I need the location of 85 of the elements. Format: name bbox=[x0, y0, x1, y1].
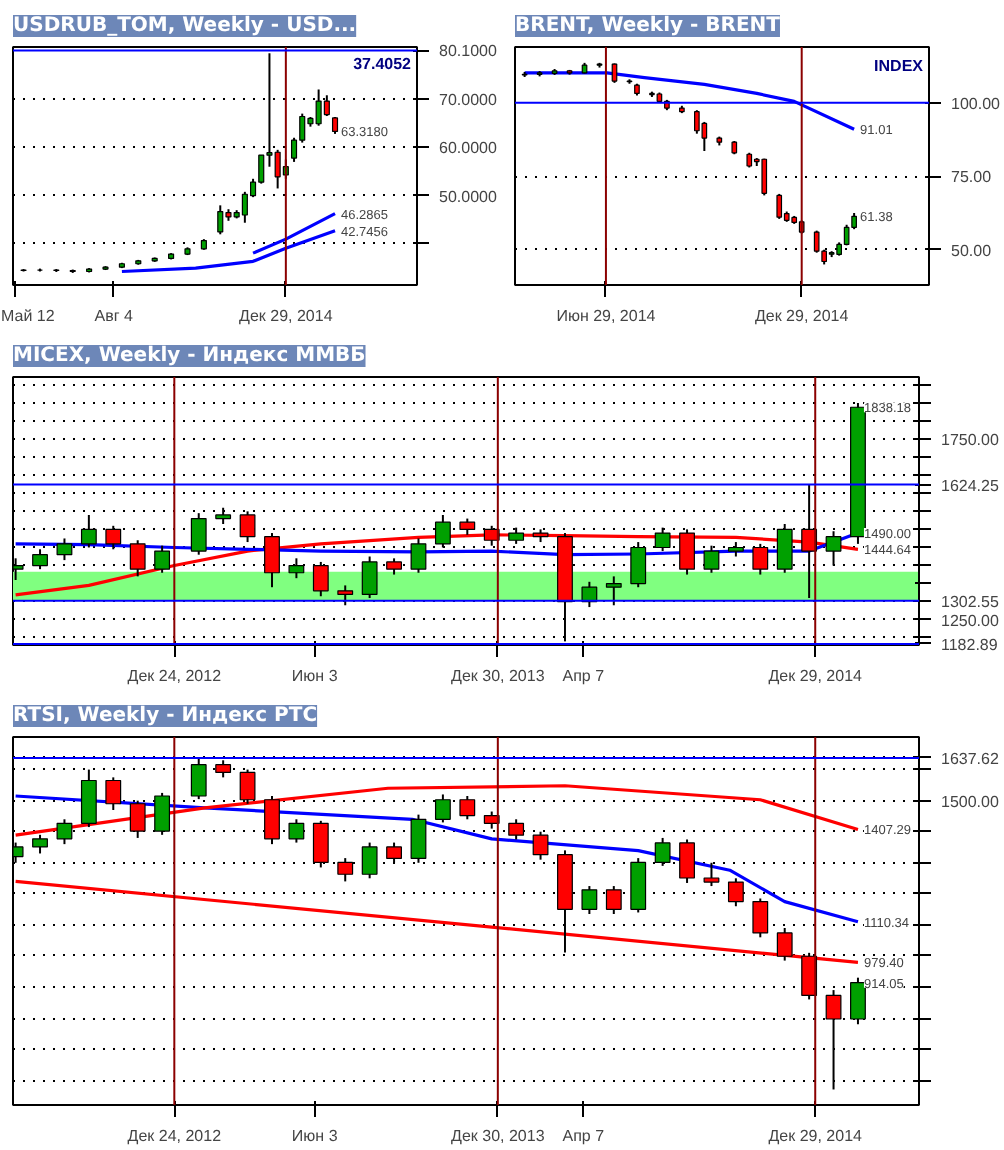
candlestick bbox=[361, 555, 378, 600]
line-series bbox=[120, 229, 337, 274]
candlestick bbox=[752, 897, 769, 939]
candlestick bbox=[679, 838, 695, 884]
y-tick-label: 60.0000 bbox=[439, 139, 498, 158]
candlestick bbox=[32, 833, 48, 855]
candlestick bbox=[776, 192, 783, 220]
candlestick bbox=[410, 537, 427, 574]
y-tick-label: 50.00 bbox=[951, 241, 993, 260]
candlestick bbox=[605, 885, 622, 916]
y-tick-label: 1250.00 bbox=[941, 611, 1000, 630]
candlestick bbox=[239, 510, 256, 544]
y-tick-label: 75.00 bbox=[951, 168, 993, 187]
candlestick bbox=[630, 857, 647, 914]
candlestick bbox=[105, 776, 122, 811]
candlestick bbox=[727, 877, 744, 908]
chart-title: MICEX, Weekly - Индекс ММВБ bbox=[13, 345, 366, 367]
annotation: INDEX bbox=[874, 57, 925, 75]
candlestick bbox=[56, 537, 73, 562]
candlestick bbox=[288, 557, 305, 580]
y-tick-label: 1637.62 bbox=[941, 749, 1000, 768]
candlestick bbox=[105, 524, 122, 551]
ref-line-label: 1624.25 bbox=[941, 476, 1000, 495]
candlestick bbox=[605, 575, 622, 607]
candlestick bbox=[703, 544, 720, 574]
x-tick-label: Дек 29, 2014 bbox=[239, 307, 334, 325]
x-tick-label: Дек 29, 2014 bbox=[754, 307, 850, 325]
line-series bbox=[14, 794, 860, 924]
candlestick bbox=[129, 539, 146, 578]
x-tick-label: Дек 24, 2012 bbox=[127, 667, 223, 685]
candlestick bbox=[361, 841, 378, 880]
x-tick-label: Авг 4 bbox=[94, 307, 134, 325]
ref-line-label: 1302.55 bbox=[941, 592, 1000, 611]
candlestick bbox=[337, 857, 354, 883]
x-tick-label: Дек 30, 2013 bbox=[451, 1127, 546, 1145]
x-tick-label: Июн 3 bbox=[291, 1127, 339, 1145]
candlestick bbox=[761, 157, 768, 197]
ref-line-label: 80.1000 bbox=[439, 42, 498, 61]
candlestick bbox=[80, 768, 97, 829]
chart-title: RTSI, Weekly - Индекс РТС bbox=[13, 705, 318, 727]
candlestick bbox=[288, 818, 305, 844]
candlestick bbox=[581, 885, 598, 916]
candlestick bbox=[532, 830, 549, 861]
x-tick-label: Май 12 bbox=[1, 307, 56, 325]
y-tick-label: 70.0000 bbox=[439, 91, 498, 110]
x-tick-label: Дек 29, 2014 bbox=[768, 1127, 864, 1145]
candlestick bbox=[434, 513, 451, 549]
candlestick bbox=[434, 793, 451, 824]
annotation: 37.4052 bbox=[353, 55, 413, 73]
chart-title: USDRUB_TOM, Weekly - USD... bbox=[13, 15, 357, 37]
candlestick bbox=[825, 530, 842, 567]
ref-line-label: 100.00 bbox=[951, 94, 1002, 113]
candlestick bbox=[56, 818, 73, 846]
candlestick bbox=[611, 62, 618, 84]
candlestick bbox=[508, 818, 525, 841]
candlestick bbox=[776, 523, 793, 574]
candlestick bbox=[752, 542, 769, 576]
x-tick-label: Июн 29, 2014 bbox=[556, 307, 657, 325]
candlestick bbox=[850, 976, 866, 1026]
x-tick-label: Дек 29, 2014 bbox=[768, 667, 864, 685]
candlestick bbox=[630, 541, 647, 589]
candlestick bbox=[654, 526, 671, 553]
x-tick-label: Апр 7 bbox=[562, 1127, 606, 1145]
y-tick-label: 1750.00 bbox=[941, 431, 1000, 450]
candlestick bbox=[312, 819, 329, 869]
candlestick bbox=[703, 861, 720, 888]
candlestick bbox=[154, 791, 171, 836]
candlestick bbox=[410, 813, 427, 864]
x-tick-label: Дек 30, 2013 bbox=[451, 667, 546, 685]
x-tick-label: Дек 24, 2012 bbox=[127, 1127, 223, 1145]
x-tick-label: Июн 3 bbox=[291, 667, 339, 685]
ref-line-label: 1182.89 bbox=[941, 635, 999, 654]
candlestick bbox=[337, 584, 354, 607]
candlestick bbox=[154, 544, 171, 574]
chart-title: BRENT, Weekly - BRENT bbox=[515, 15, 781, 37]
candlestick bbox=[386, 841, 402, 864]
candlestick bbox=[80, 513, 97, 549]
candlestick bbox=[190, 512, 207, 556]
candlestick bbox=[312, 560, 329, 598]
candlestick bbox=[654, 836, 671, 867]
y-tick-label: 50.0000 bbox=[439, 187, 498, 206]
candlestick bbox=[32, 548, 48, 571]
y-tick-label: 1500.00 bbox=[941, 792, 1000, 811]
x-tick-label: Апр 7 bbox=[562, 667, 606, 685]
candlestick bbox=[459, 795, 476, 821]
